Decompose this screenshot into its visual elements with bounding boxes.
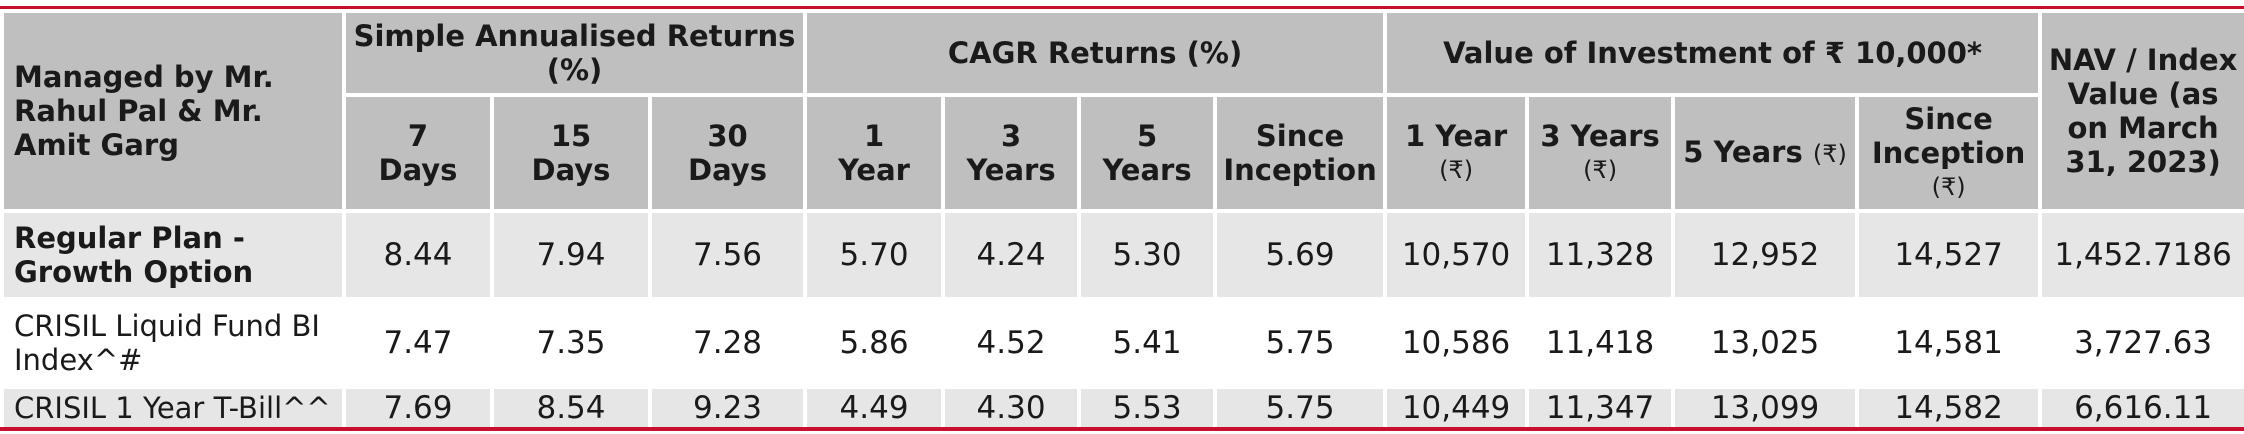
col-value-5-years: 5 Years (₹): [1671, 93, 1860, 213]
table-cell: 11,347: [1525, 385, 1676, 431]
table-cell: 8.54: [490, 385, 652, 431]
table-cell: 7.69: [342, 385, 494, 431]
col-15-days: 15 Days: [490, 93, 652, 213]
bottom-accent-line: [0, 427, 2244, 431]
table-cell: 5.41: [1077, 297, 1218, 389]
table-cell: 1,452.7186: [2038, 209, 2244, 301]
header-row-groups: Managed by Mr. Rahul Pal & Mr. Amit Garg…: [0, 9, 2244, 213]
table-cell: 14,527: [1855, 209, 2043, 301]
row-label: CRISIL Liquid Fund BI Index^#: [0, 297, 346, 389]
row-label: CRISIL 1 Year T-Bill^^: [0, 385, 346, 431]
col-30-days: 30 Days: [647, 93, 808, 213]
table-cell: 12,952: [1671, 209, 1860, 301]
table-cell: 6,616.11: [2038, 385, 2244, 431]
table-cell: 5.70: [803, 209, 946, 301]
table-cell: 4.30: [941, 385, 1082, 431]
table-cell: 5.69: [1213, 209, 1388, 301]
col-cagr-since-inception: Since Inception: [1213, 93, 1388, 213]
col-value-3-years: 3 Years (₹): [1525, 93, 1676, 213]
table-cell: 4.52: [941, 297, 1082, 389]
table-cell: 3,727.63: [2038, 297, 2244, 389]
table-cell: 7.56: [647, 209, 808, 301]
table-cell: 13,025: [1671, 297, 1860, 389]
col-cagr-5-years: 5 Years: [1077, 93, 1218, 213]
manager-header: Managed by Mr. Rahul Pal & Mr. Amit Garg: [0, 9, 346, 213]
table-row: Regular Plan - Growth Option 8.44 7.94 7…: [0, 209, 2244, 301]
cagr-returns-header: CAGR Returns (%): [803, 9, 1388, 97]
investment-value-header: Value of Investment of ₹ 10,000*: [1383, 9, 2043, 97]
col-cagr-1-year: 1 Year: [803, 93, 946, 213]
table-row: CRISIL Liquid Fund BI Index^# 7.47 7.35 …: [0, 297, 2244, 389]
table-cell: 5.86: [803, 297, 946, 389]
table-cell: 13,099: [1671, 385, 1860, 431]
table-cell: 10,449: [1383, 385, 1530, 431]
table-cell: 7.47: [342, 297, 494, 389]
row-label: Regular Plan - Growth Option: [0, 209, 346, 301]
table-cell: 9.23: [647, 385, 808, 431]
table-cell: 14,582: [1855, 385, 2043, 431]
table-cell: 4.49: [803, 385, 946, 431]
table-cell: 5.75: [1213, 385, 1388, 431]
table-cell: 11,328: [1525, 209, 1676, 301]
col-value-1-year: 1 Year (₹): [1383, 93, 1530, 213]
table-cell: 7.35: [490, 297, 652, 389]
returns-table: Managed by Mr. Rahul Pal & Mr. Amit Garg…: [0, 9, 2244, 431]
simple-returns-header: Simple Annualised Returns (%): [341, 9, 808, 97]
table-cell: 5.30: [1077, 209, 1218, 301]
table-row: CRISIL 1 Year T-Bill^^ 7.69 8.54 9.23 4.…: [0, 385, 2244, 431]
top-accent-line: [0, 6, 2244, 9]
table-cell: 5.75: [1213, 297, 1388, 389]
table-cell: 14,581: [1855, 297, 2043, 389]
header-row-columns: 7 Days 15 Days 30 Days 1 Year 3 Years 5 Years …: [2, 93, 2244, 213]
table-cell: 10,570: [1383, 209, 1530, 301]
col-cagr-3-years: 3 Years: [941, 93, 1082, 213]
table-cell: 8.44: [342, 209, 494, 301]
table-cell: 10,586: [1383, 297, 1530, 389]
col-7-days: 7 Days: [342, 93, 494, 213]
table-cell: 11,418: [1525, 297, 1676, 389]
table-cell: 7.28: [647, 297, 808, 389]
table-cell: 5.53: [1077, 385, 1218, 431]
table-cell: 7.94: [490, 209, 652, 301]
table-cell: 4.24: [941, 209, 1082, 301]
nav-header: NAV / Index Value (as on March 31, 2023): [2038, 9, 2244, 213]
col-value-since-inception: Since Inception (₹): [1855, 93, 2043, 213]
